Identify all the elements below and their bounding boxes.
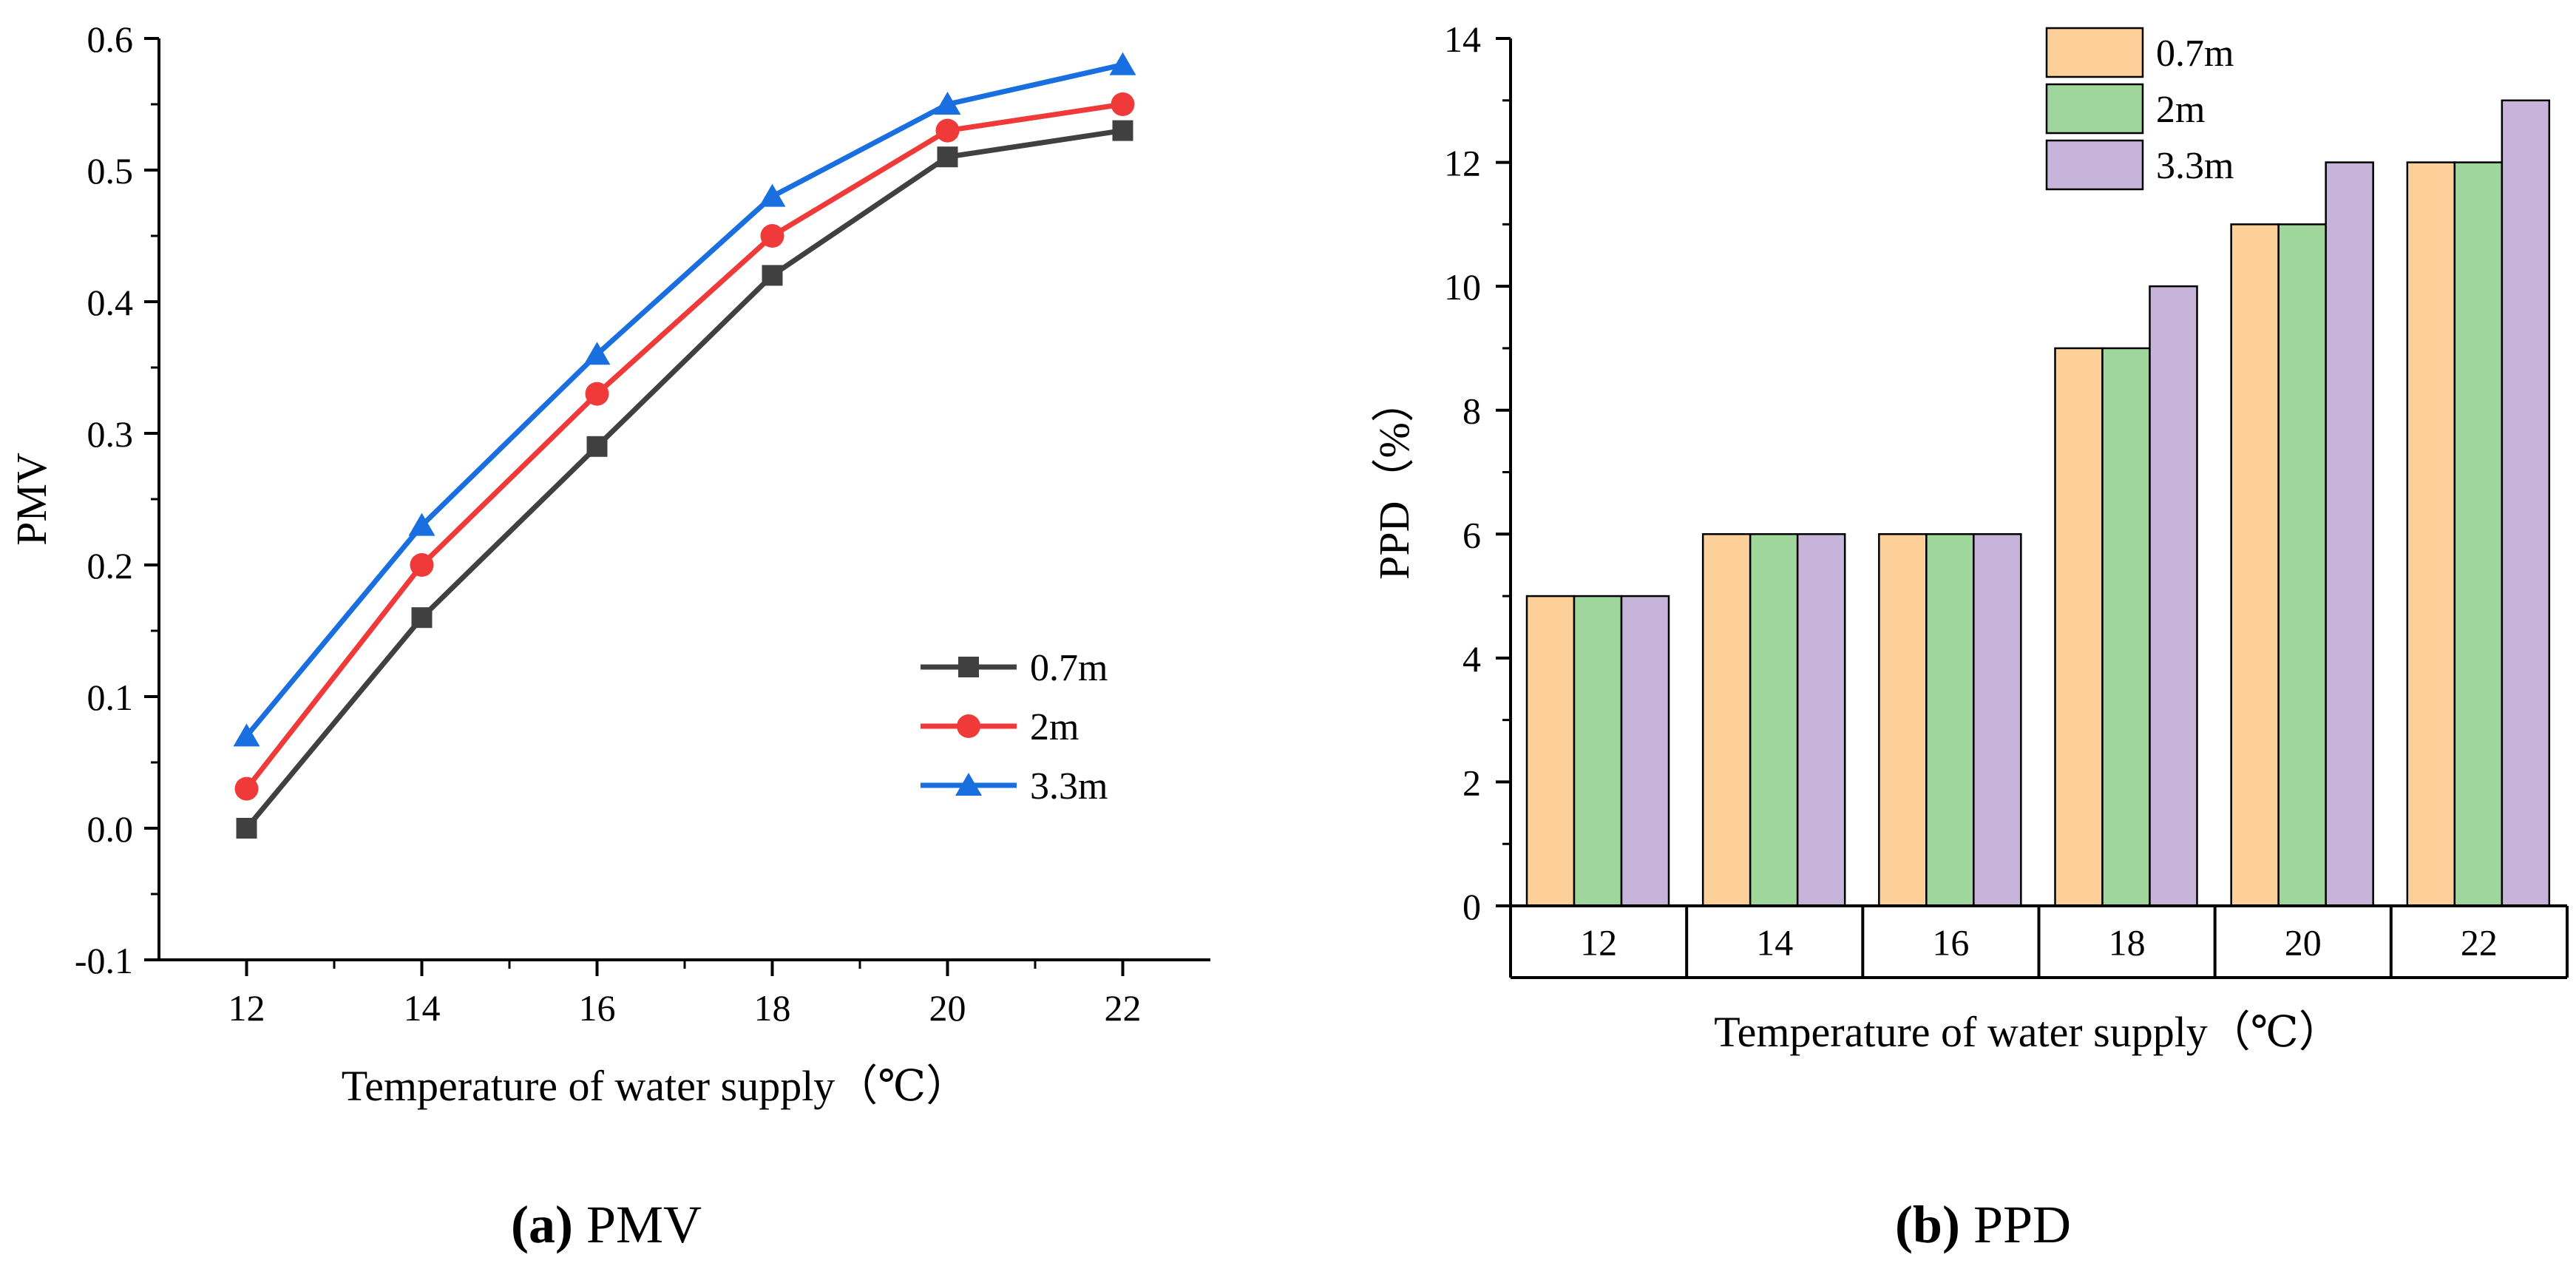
ppd-bar-2m-16: [1925, 533, 1975, 907]
pmv-x-axis-label: Temperature of water supply（℃）: [342, 1062, 969, 1110]
ppd-bar-0.7m-20: [2230, 223, 2280, 907]
pmv-point-2m: [410, 553, 434, 577]
pmv-y-tick-label: 0.2: [87, 545, 134, 586]
pmv-x-tick-label: 12: [228, 987, 265, 1029]
ppd-bar-3.3m-22: [2501, 99, 2551, 907]
pmv-point-0.7m: [586, 436, 608, 457]
pmv-legend-label: 2m: [1030, 706, 1079, 748]
pmv-point-3.3m: [759, 183, 786, 207]
pmv-x-tick-label: 14: [404, 987, 441, 1029]
caption-b-text: PPD: [1960, 1195, 2071, 1254]
ppd-bar-3.3m-12: [1620, 595, 1670, 907]
pmv-legend-marker-3.3m: [955, 773, 982, 796]
ppd-legend-swatch-3.3m: [2045, 139, 2144, 191]
pmv-y-tick-label: 0.5: [87, 150, 134, 192]
ppd-bar-3.3m-14: [1796, 533, 1846, 907]
pmv-point-2m: [935, 118, 960, 143]
pmv-point-2m: [1111, 92, 1135, 116]
caption-a-text: PMV: [573, 1195, 702, 1254]
pmv-x-tick-label: 16: [579, 987, 616, 1029]
pmv-point-2m: [585, 382, 609, 406]
ppd-bar-2m-18: [2101, 347, 2151, 907]
pmv-point-0.7m: [411, 607, 433, 629]
ppd-bar-0.7m-18: [2054, 347, 2104, 907]
ppd-bar-0.7m-12: [1525, 595, 1576, 907]
ppd-bar-0.7m-16: [1878, 533, 1928, 907]
ppd-category-label: 18: [2109, 922, 2146, 964]
pmv-point-3.3m: [1109, 52, 1136, 75]
ppd-bar-3.3m-18: [2149, 285, 2198, 907]
pmv-point-3.3m: [233, 723, 260, 747]
pmv-point-2m: [234, 776, 259, 801]
ppd-legend-swatch-0.7m: [2045, 27, 2144, 78]
pmv-y-tick-label: 0.1: [87, 677, 134, 718]
ppd-y-axis-label: PPD（%）: [1370, 379, 1418, 580]
ppd-y-tick-label: 6: [1462, 514, 1481, 555]
ppd-bar-3.3m-16: [1973, 533, 2022, 907]
pmv-x-tick-label: 20: [929, 987, 966, 1029]
ppd-bar-2m-12: [1573, 595, 1623, 907]
pmv-legend-label: 3.3m: [1030, 765, 1108, 808]
ppd-y-tick-label: 12: [1444, 143, 1481, 184]
pmv-legend-label: 0.7m: [1030, 647, 1108, 689]
pmv-x-tick-label: 18: [754, 987, 791, 1029]
caption-b: (b) PPD: [1895, 1195, 2071, 1254]
ppd-bar-2m-22: [2453, 161, 2504, 907]
ppd-chart: 12 14 16 18 20 22 0 2 4 6 8 10 12 14 Temperature of wa…: [1370, 18, 2569, 1056]
pmv-point-0.7m: [1112, 120, 1133, 141]
ppd-bar-0.7m-14: [1701, 533, 1752, 907]
pmv-y-tick-label: -0.1: [75, 940, 133, 981]
caption-a-letter: (a): [511, 1195, 573, 1254]
ppd-x-axis-label: Temperature of water supply（℃）: [1714, 1008, 2341, 1056]
pmv-legend-marker-2m: [957, 714, 980, 738]
pmv-y-axis-label: PMV: [7, 453, 55, 546]
pmv-series-line-3.3m: [244, 62, 1124, 738]
ppd-y-tick-label: 0: [1462, 886, 1481, 927]
pmv-point-0.7m: [937, 146, 958, 168]
pmv-y-tick-label: 0.3: [87, 413, 134, 455]
pmv-point-2m: [760, 224, 784, 248]
ppd-legend-label: 0.7m: [2156, 33, 2234, 75]
pmv-series-line-2m: [244, 101, 1124, 791]
pmv-point-0.7m: [762, 265, 783, 286]
ppd-legend-label: 2m: [2156, 89, 2205, 131]
ppd-y-tick-label: 10: [1444, 266, 1481, 308]
pmv-point-3.3m: [934, 92, 961, 115]
pmv-chart: -0.1 0.0 0.1 0.2 0.3 0.4 0.5 0.6 12 14 16 18 20 22 Tem…: [7, 18, 1210, 1110]
ppd-category-label: 20: [2285, 922, 2322, 964]
pmv-y-tick-label: 0.6: [87, 18, 134, 60]
pmv-legend-marker-0.7m: [958, 657, 979, 677]
ppd-category-label: 16: [1932, 922, 1969, 964]
ppd-bar-2m-14: [1749, 533, 1799, 907]
ppd-category-label: 12: [1580, 922, 1617, 964]
pmv-point-3.3m: [583, 342, 611, 365]
pmv-series-line-0.7m: [244, 128, 1124, 830]
pmv-y-tick-label: 0.4: [87, 282, 134, 323]
ppd-y-tick-label: 14: [1444, 18, 1481, 60]
ppd-category-label: 14: [1756, 922, 1793, 964]
pmv-point-0.7m: [236, 818, 257, 839]
pmv-x-tick-label: 22: [1105, 987, 1142, 1029]
ppd-y-tick-label: 2: [1462, 762, 1481, 803]
caption-b-letter: (b): [1895, 1195, 1960, 1254]
ppd-y-tick-label: 8: [1462, 390, 1481, 432]
pmv-point-3.3m: [408, 512, 435, 536]
pmv-y-tick-label: 0.0: [87, 808, 134, 850]
caption-a: (a) PMV: [511, 1195, 702, 1254]
ppd-bar-0.7m-22: [2406, 161, 2456, 907]
ppd-bar-3.3m-20: [2325, 161, 2374, 907]
ppd-category-label: 22: [2461, 922, 2498, 964]
ppd-bar-2m-20: [2277, 223, 2327, 907]
ppd-legend-label: 3.3m: [2156, 145, 2234, 187]
ppd-legend-swatch-2m: [2045, 83, 2144, 135]
ppd-y-tick-label: 4: [1462, 638, 1481, 680]
